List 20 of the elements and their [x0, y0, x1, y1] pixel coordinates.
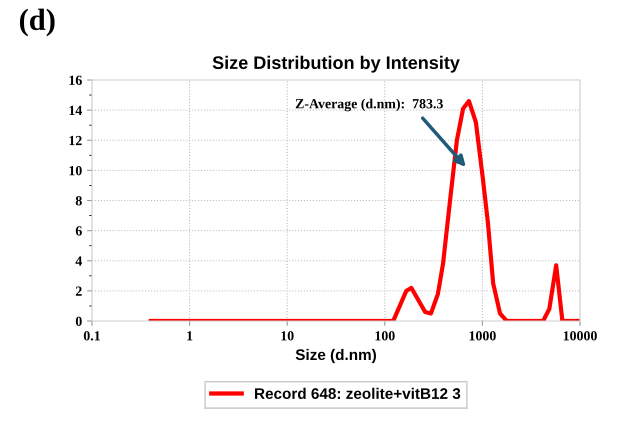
x-tick-label: 100	[375, 331, 395, 340]
y-tick-label: 12	[70, 136, 82, 146]
y-tick-label: 2	[76, 286, 82, 296]
y-tick-label: 14	[70, 106, 82, 115]
y-tick-label: 10	[70, 166, 82, 176]
text: (d)	[20, 8, 55, 36]
y-tick-label: 8	[76, 196, 82, 206]
x-tick-label: 1000	[470, 331, 496, 340]
annotation: Z-Average (d.nm): 783.3	[296, 98, 443, 112]
chart-title: Size Distribution by Intensity	[212, 56, 460, 73]
legend-label: Record 648: zeolite+vitB12 3	[255, 388, 460, 400]
x-tick-label: 10000	[564, 331, 597, 340]
y-tick-label: 0	[76, 316, 82, 326]
y-tick-label: 4	[76, 256, 82, 266]
x-tick-label: 10	[281, 331, 294, 340]
y-tick-label: 6	[76, 226, 82, 236]
x-tick-label: 1	[187, 331, 192, 340]
x-axis-title: Size (d.nm)	[296, 348, 376, 364]
y-tick-label: 16	[70, 76, 82, 85]
x-tick-label: 0.1	[84, 331, 100, 341]
